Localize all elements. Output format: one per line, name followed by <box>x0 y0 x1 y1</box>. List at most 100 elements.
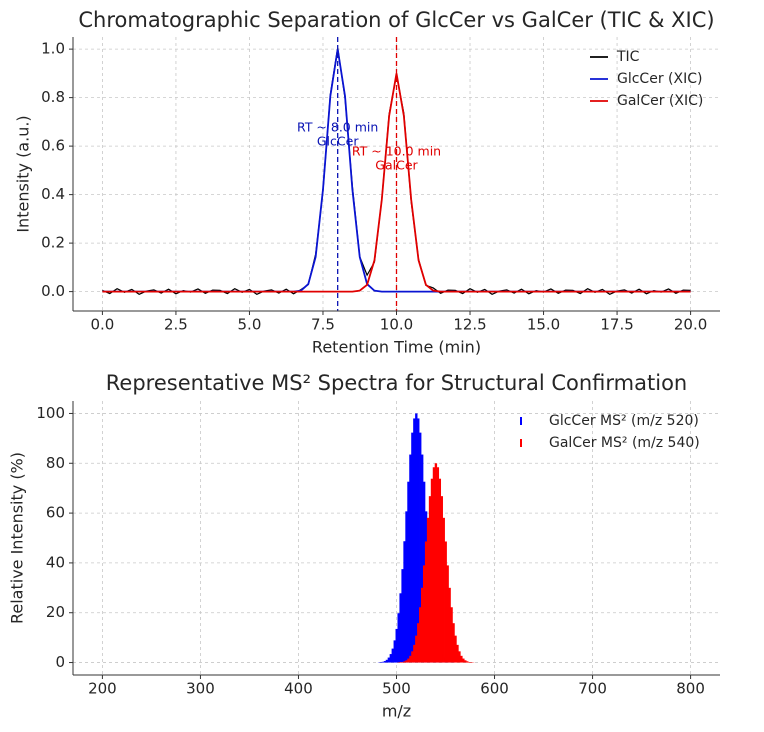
spectrum-bar <box>387 657 391 663</box>
spectrum-bar <box>448 587 451 663</box>
x-axis-label: Retention Time (min) <box>312 338 481 357</box>
legend-label: GlcCer MS² (m/z 520) <box>549 413 699 429</box>
annotation: GalCer <box>375 157 418 172</box>
spectrum-bar <box>403 541 406 663</box>
spectrum-bar <box>458 651 461 663</box>
spectrum-bar <box>413 644 416 663</box>
spectrum-bar <box>391 648 394 663</box>
y-tick-label: 1.0 <box>41 40 65 58</box>
spectrum-bar <box>466 661 469 663</box>
spectrum-bar <box>411 651 414 663</box>
legend-marker <box>520 417 522 425</box>
spectrum-bar <box>432 467 436 663</box>
y-tick-label: 0.8 <box>41 88 65 106</box>
y-tick-label: 60 <box>46 504 65 522</box>
spectrum-bar <box>421 454 424 663</box>
spectrum-bar <box>428 496 432 663</box>
x-tick-label: 600 <box>480 680 509 698</box>
chart-title: Representative MS² Spectra for Structura… <box>106 371 687 395</box>
x-tick-label: 500 <box>382 680 411 698</box>
spectrum-bar <box>462 658 465 663</box>
y-axis-label: Intensity (a.u.) <box>14 115 33 232</box>
legend-label: GlcCer (XIC) <box>617 71 702 87</box>
x-tick-label: 700 <box>578 680 607 698</box>
spectrum-bar <box>407 658 410 663</box>
spectrum-bar <box>415 413 418 663</box>
spectrum-bar <box>415 635 418 663</box>
x-tick-label: 15.0 <box>527 316 560 334</box>
spectrum-bar <box>395 628 398 663</box>
spectrum-bar <box>411 432 414 663</box>
y-tick-label: 100 <box>36 404 65 422</box>
x-tick-label: 10.0 <box>380 316 413 334</box>
spectrum-bar <box>419 432 422 663</box>
spectrum-bar <box>401 569 404 663</box>
x-tick-label: 400 <box>284 680 313 698</box>
chart-title: Chromatographic Separation of GlcCer vs … <box>78 8 714 32</box>
spectrum-bar <box>426 517 430 663</box>
y-tick-label: 0.6 <box>41 137 65 155</box>
spectrum-bar <box>464 660 467 663</box>
spectrum-bar <box>421 587 424 663</box>
spectrum-bar <box>413 418 416 663</box>
annotation: RT ~ 8.0 min <box>297 119 378 134</box>
spectrum-bar <box>442 517 445 663</box>
spectrum-bar <box>440 496 443 663</box>
x-tick-label: 5.0 <box>238 316 262 334</box>
spectrum-bar <box>438 478 442 663</box>
spectrum-bar <box>385 659 389 663</box>
y-tick-label: 20 <box>46 603 65 621</box>
spectrum-bar <box>409 454 412 663</box>
spectrum-bar <box>444 541 447 663</box>
x-tick-label: 800 <box>676 680 705 698</box>
legend-label: TIC <box>616 49 640 65</box>
y-tick-label: 0.4 <box>41 185 65 203</box>
spectrum-bar <box>450 607 453 663</box>
spectrum-bar <box>422 565 426 663</box>
x-tick-label: 200 <box>88 680 117 698</box>
spectrum-bar <box>446 565 449 663</box>
spectrum-bar <box>434 463 438 663</box>
x-tick-label: 300 <box>186 680 215 698</box>
spectrum-bar <box>405 511 408 663</box>
y-tick-label: 0.0 <box>41 282 65 300</box>
spectrum-bar <box>405 660 408 663</box>
y-tick-label: 80 <box>46 454 65 472</box>
spectrum-bar <box>436 467 440 663</box>
spectrum-bar <box>456 644 459 663</box>
spectrum-bar <box>454 635 457 663</box>
legend-label: GalCer MS² (m/z 540) <box>549 435 700 451</box>
annotation: GlcCer <box>317 133 359 148</box>
spectrum-bar <box>430 478 434 663</box>
x-tick-label: 7.5 <box>311 316 335 334</box>
spectrum-bar <box>407 481 410 663</box>
spectrum-bar <box>460 655 463 663</box>
x-tick-label: 17.5 <box>600 316 633 334</box>
spectrum-bar <box>399 593 402 663</box>
x-tick-label: 12.5 <box>453 316 486 334</box>
legend-label: GalCer (XIC) <box>617 93 703 109</box>
x-tick-label: 0.0 <box>90 316 114 334</box>
spectrum-bar <box>419 607 422 663</box>
spectrum-bar <box>452 623 455 663</box>
spectrum-bar <box>383 661 387 663</box>
chart: Chromatographic Separation of GlcCer vs … <box>14 8 720 357</box>
spectrum-bar <box>381 661 385 663</box>
y-tick-label: 0.2 <box>41 234 65 252</box>
spectrum-bar <box>417 623 420 663</box>
y-tick-label: 40 <box>46 553 65 571</box>
spectrum-bar <box>409 655 412 663</box>
annotation: RT ~ 10.0 min <box>352 143 441 158</box>
spectrum-bar <box>424 541 428 663</box>
spectrum-bar <box>389 654 392 663</box>
y-axis-label: Relative Intensity (%) <box>8 452 27 624</box>
spectrum-bar <box>393 640 396 663</box>
x-tick-label: 2.5 <box>164 316 188 334</box>
chart: Representative MS² Spectra for Structura… <box>8 371 720 721</box>
spectrum-bar <box>417 418 420 663</box>
x-axis-label: m/z <box>382 702 411 721</box>
spectrum-bar <box>403 661 406 663</box>
spectrum-bar <box>397 613 400 663</box>
y-tick-label: 0 <box>55 653 65 671</box>
